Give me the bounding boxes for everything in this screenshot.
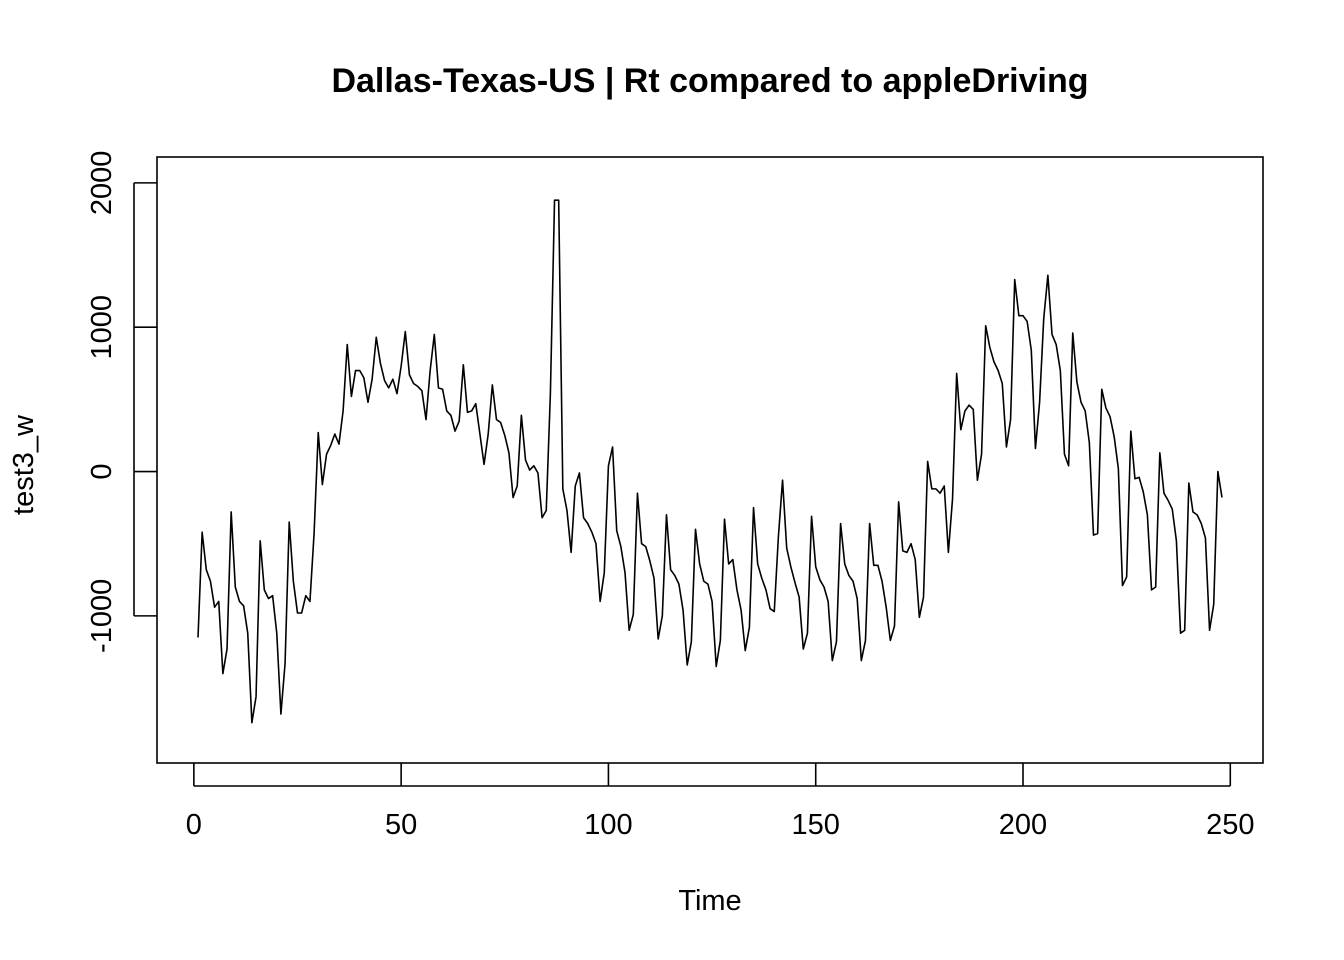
x-axis: 0 50 100 150 200 250	[186, 763, 1254, 841]
x-tick-label: 200	[999, 809, 1047, 841]
y-tick-label: 1000	[86, 295, 118, 360]
x-axis-label: Time	[678, 885, 741, 917]
x-tick-label: 250	[1206, 809, 1254, 841]
y-tick-label: 0	[86, 463, 118, 479]
y-axis: -1000 0 1000 2000	[86, 151, 157, 653]
y-tick-label: -1000	[86, 579, 118, 653]
x-tick-label: 150	[792, 809, 840, 841]
plot-frame	[156, 156, 1264, 764]
y-axis-label: test3_w	[8, 414, 40, 515]
x-tick-label: 0	[186, 809, 202, 841]
x-tick-label: 50	[385, 809, 417, 841]
series-line	[197, 199, 1223, 724]
x-tick-label: 100	[584, 809, 632, 841]
y-tick-label: 2000	[86, 151, 118, 216]
chart-title: Dallas-Texas-US | Rt compared to appleDr…	[331, 62, 1088, 100]
